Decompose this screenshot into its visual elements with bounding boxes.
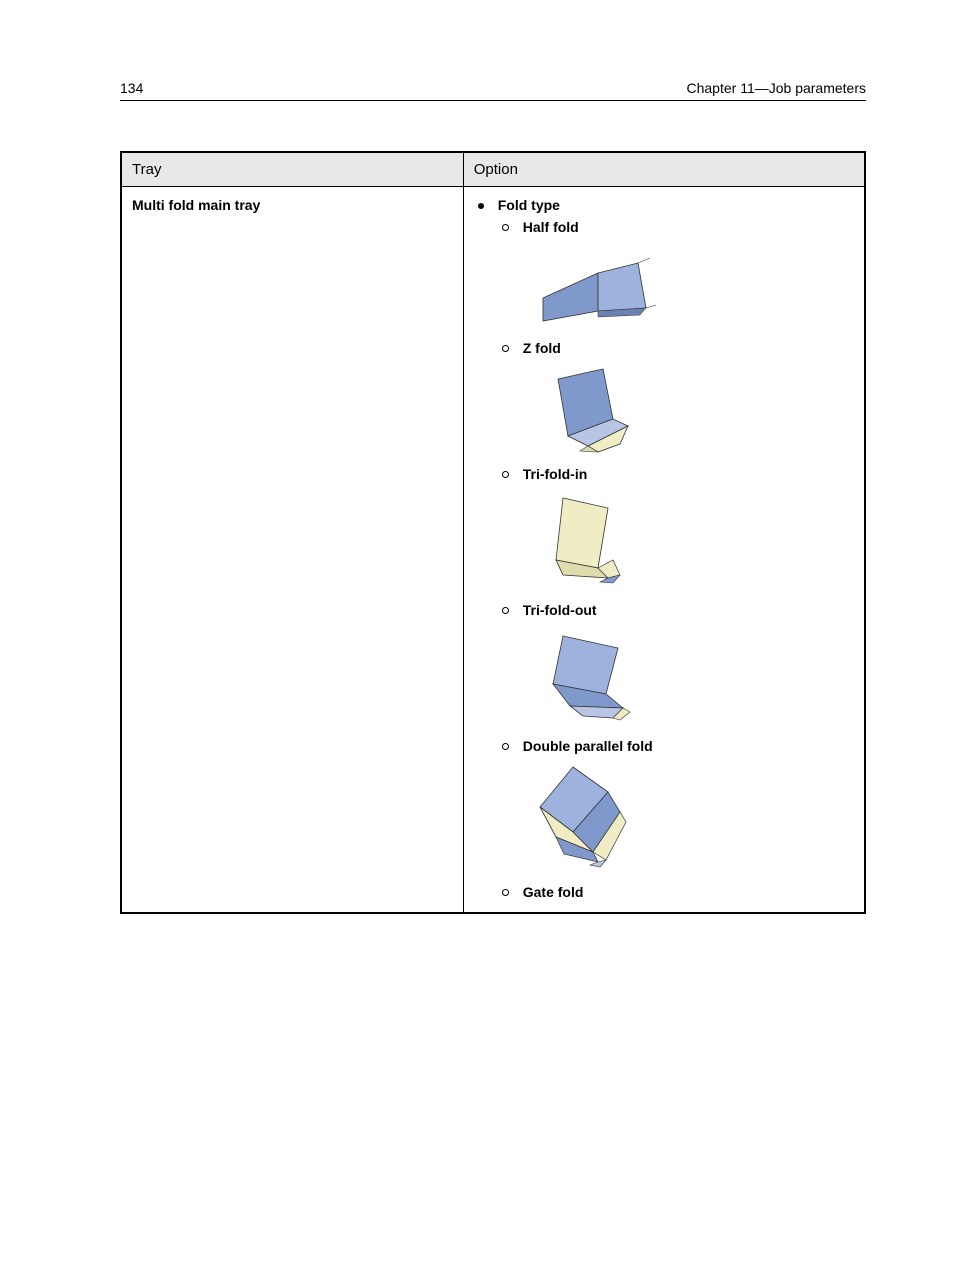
fold-label-tri-out: Tri-fold-out <box>523 602 597 618</box>
sub-bullet-icon <box>502 607 509 614</box>
sub-bullet-icon <box>502 471 509 478</box>
fold-type-bullet: Fold type <box>474 197 854 213</box>
fold-item-z: Z fold <box>502 340 854 356</box>
fold-diagram-half <box>528 243 854 328</box>
fold-item-double-parallel: Double parallel fold <box>502 738 854 754</box>
page-header: 134 Chapter 11—Job parameters <box>120 80 866 101</box>
fold-item-half: Half fold <box>502 219 854 235</box>
fold-label-tri-in: Tri-fold-in <box>523 466 588 482</box>
sub-bullet-icon <box>502 345 509 352</box>
sub-bullet-icon <box>502 743 509 750</box>
fold-item-gate: Gate fold <box>502 884 854 900</box>
fold-diagram-double-parallel <box>528 762 854 872</box>
table-row: Multi fold main tray Fold type Half fold <box>121 187 865 914</box>
fold-item-tri-out: Tri-fold-out <box>502 602 854 618</box>
chapter-label: Chapter 11—Job parameters <box>687 80 867 96</box>
sub-bullet-icon <box>502 224 509 231</box>
fold-label-z: Z fold <box>523 340 561 356</box>
bullet-icon <box>478 203 484 209</box>
table-header-option: Option <box>463 152 865 187</box>
fold-label-half: Half fold <box>523 219 579 235</box>
tray-name: Multi fold main tray <box>132 197 260 213</box>
fold-label-gate: Gate fold <box>523 884 584 900</box>
fold-diagram-z <box>528 364 854 454</box>
fold-diagram-tri-in <box>528 490 854 590</box>
fold-label-double-parallel: Double parallel fold <box>523 738 653 754</box>
fold-type-label: Fold type <box>498 197 560 213</box>
sub-bullet-icon <box>502 889 509 896</box>
page-number: 134 <box>120 80 143 96</box>
table-header-tray: Tray <box>121 152 463 187</box>
fold-item-tri-in: Tri-fold-in <box>502 466 854 482</box>
fold-options-table: Tray Option Multi fold main tray Fold ty… <box>120 151 866 914</box>
fold-diagram-tri-out <box>528 626 854 726</box>
